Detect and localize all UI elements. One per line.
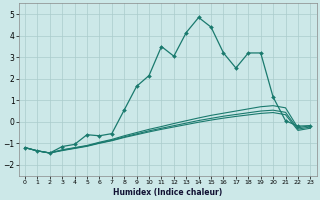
X-axis label: Humidex (Indice chaleur): Humidex (Indice chaleur) — [113, 188, 222, 197]
